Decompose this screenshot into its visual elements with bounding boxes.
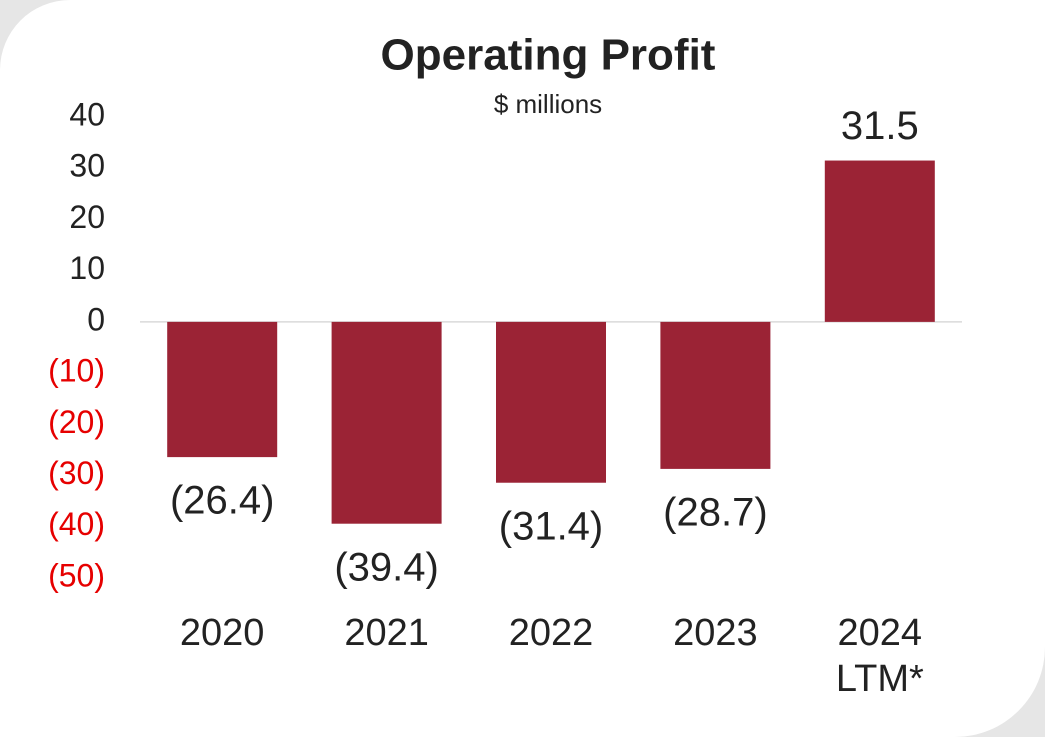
y-tick-label: (50) <box>48 557 105 593</box>
value-label: 31.5 <box>841 104 919 148</box>
x-tick-label: 2020 <box>179 612 265 654</box>
y-tick-label: 20 <box>69 199 105 235</box>
bar <box>660 321 771 469</box>
value-label: (39.4) <box>334 545 439 589</box>
y-tick-label: 10 <box>69 250 105 286</box>
chart-subtitle: $ millions <box>494 89 602 119</box>
value-label: (26.4) <box>170 479 275 523</box>
y-tick-label: (30) <box>48 455 105 491</box>
x-tick-label: 2021 <box>344 612 429 654</box>
bar <box>496 321 606 483</box>
chart-title: Operating Profit <box>381 31 716 80</box>
x-tick-label: 2023 <box>673 612 758 654</box>
y-tick-label: (10) <box>48 353 105 389</box>
x-tick-label: 2022 <box>508 612 594 654</box>
value-label: (28.7) <box>663 490 768 534</box>
y-tick-label: (40) <box>48 506 105 542</box>
y-tick-label: 40 <box>69 96 105 132</box>
value-label: (31.4) <box>499 504 604 548</box>
y-tick-label: 30 <box>69 148 105 184</box>
bar <box>167 321 278 458</box>
bar <box>331 321 442 524</box>
y-tick-label: 0 <box>87 301 105 337</box>
bar <box>824 160 935 322</box>
x-tick-label: 2024 LTM* <box>835 612 924 700</box>
y-tick-label: (20) <box>48 404 105 440</box>
